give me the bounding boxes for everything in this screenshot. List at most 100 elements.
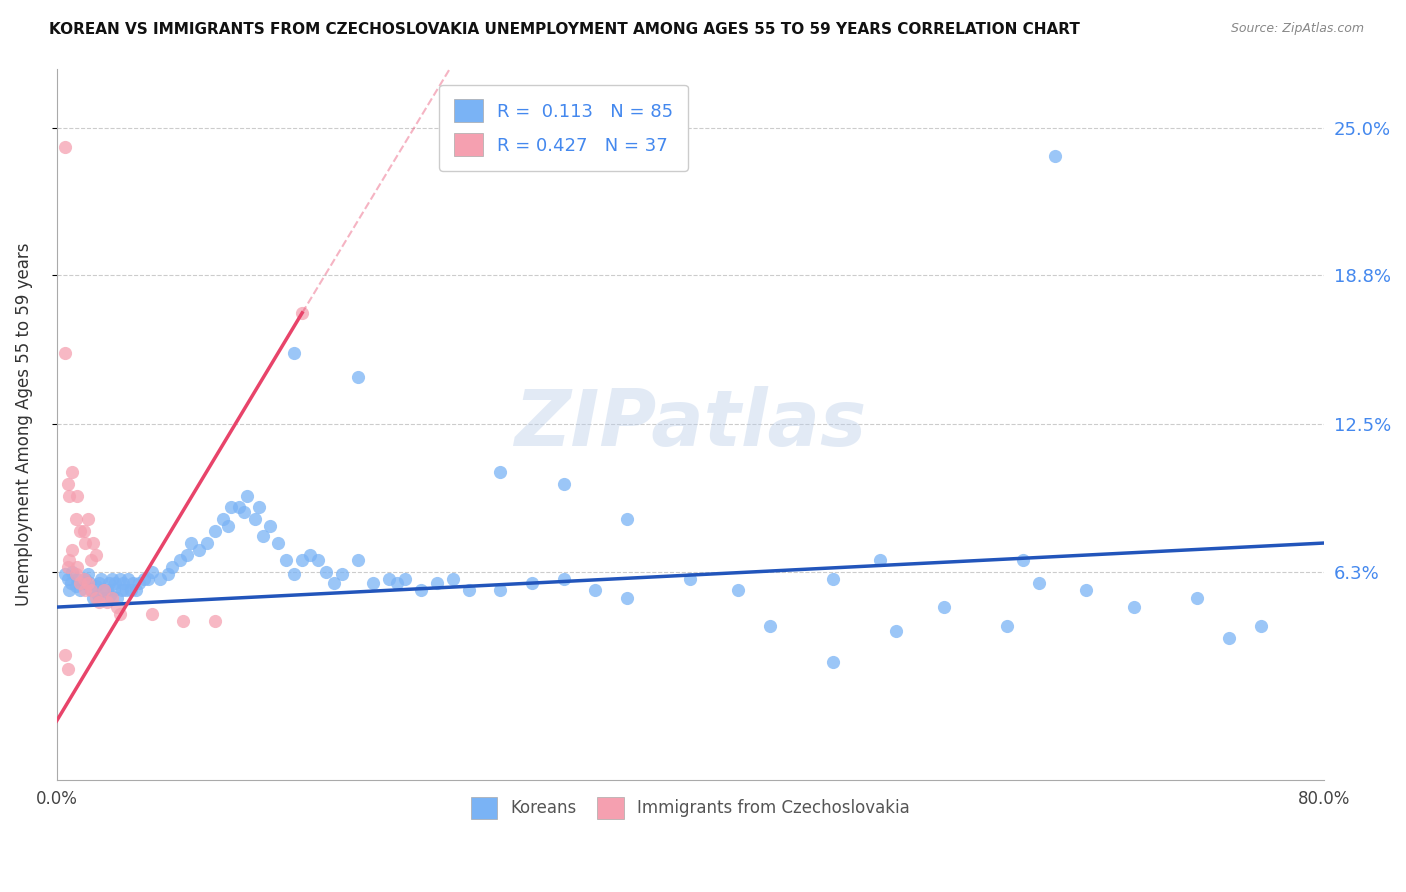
Point [65,512,87,526]
Point [58,583,80,598]
Point [58,489,80,503]
Point [219,500,242,515]
Point [180,536,202,550]
Point [108,572,131,586]
Point [426,576,449,591]
Point [103,583,125,598]
Point [80,583,103,598]
Point [141,565,163,579]
Point [97,576,120,591]
Point [212,512,235,526]
Point [283,566,305,581]
Point [228,500,250,515]
Point [77,576,100,591]
Point [62,543,84,558]
Point [1043,149,1066,163]
Point [217,519,239,533]
Point [100,588,122,602]
Point [56,662,79,676]
Point [80,552,103,566]
Point [346,370,368,384]
Point [141,607,163,622]
Point [267,536,290,550]
Point [120,583,142,598]
Point [96,583,118,598]
Point [96,595,118,609]
Point [283,346,305,360]
Point [132,572,155,586]
Point [188,543,211,558]
Point [1218,631,1240,645]
Point [93,591,115,605]
Point [72,576,94,591]
Point [121,576,143,591]
Point [82,536,104,550]
Point [75,583,97,598]
Text: Source: ZipAtlas.com: Source: ZipAtlas.com [1230,22,1364,36]
Point [252,529,274,543]
Point [758,619,780,633]
Legend: Koreans, Immigrants from Czechoslovakia: Koreans, Immigrants from Czechoslovakia [464,790,917,825]
Point [259,519,281,533]
Point [53,648,76,662]
Point [457,583,479,598]
Point [104,576,127,591]
Point [53,140,76,154]
Point [79,576,101,591]
Point [84,579,107,593]
Point [108,607,131,622]
Point [172,615,194,629]
Point [276,552,298,566]
Point [89,595,111,609]
Point [53,566,76,581]
Point [65,566,87,581]
Point [149,572,172,586]
Point [162,559,184,574]
Point [89,576,111,591]
Point [247,500,270,515]
Point [105,600,128,615]
Point [56,559,79,574]
Point [616,591,638,605]
Point [884,624,907,638]
Point [66,559,89,574]
Point [995,619,1018,633]
Point [110,583,132,598]
Point [363,576,385,591]
Point [204,615,226,629]
Text: ZIPatlas: ZIPatlas [515,386,866,462]
Point [583,583,606,598]
Point [58,552,80,566]
Point [553,476,575,491]
Point [56,476,79,491]
Point [291,306,314,320]
Point [204,524,226,538]
Point [77,566,100,581]
Point [176,548,198,562]
Point [299,548,322,562]
Point [307,552,329,566]
Point [441,572,464,586]
Point [520,576,543,591]
Point [409,583,432,598]
Point [869,552,891,566]
Point [117,572,139,586]
Point [105,591,128,605]
Point [69,524,91,538]
Point [101,591,124,605]
Point [679,572,702,586]
Point [1012,552,1035,566]
Point [1122,600,1144,615]
Point [82,591,104,605]
Point [87,588,110,602]
Point [1187,591,1209,605]
Point [232,505,254,519]
Point [616,512,638,526]
Point [75,536,97,550]
Point [72,524,94,538]
Point [84,591,107,605]
Point [387,576,409,591]
Point [821,655,844,669]
Point [346,552,368,566]
Point [1250,619,1272,633]
